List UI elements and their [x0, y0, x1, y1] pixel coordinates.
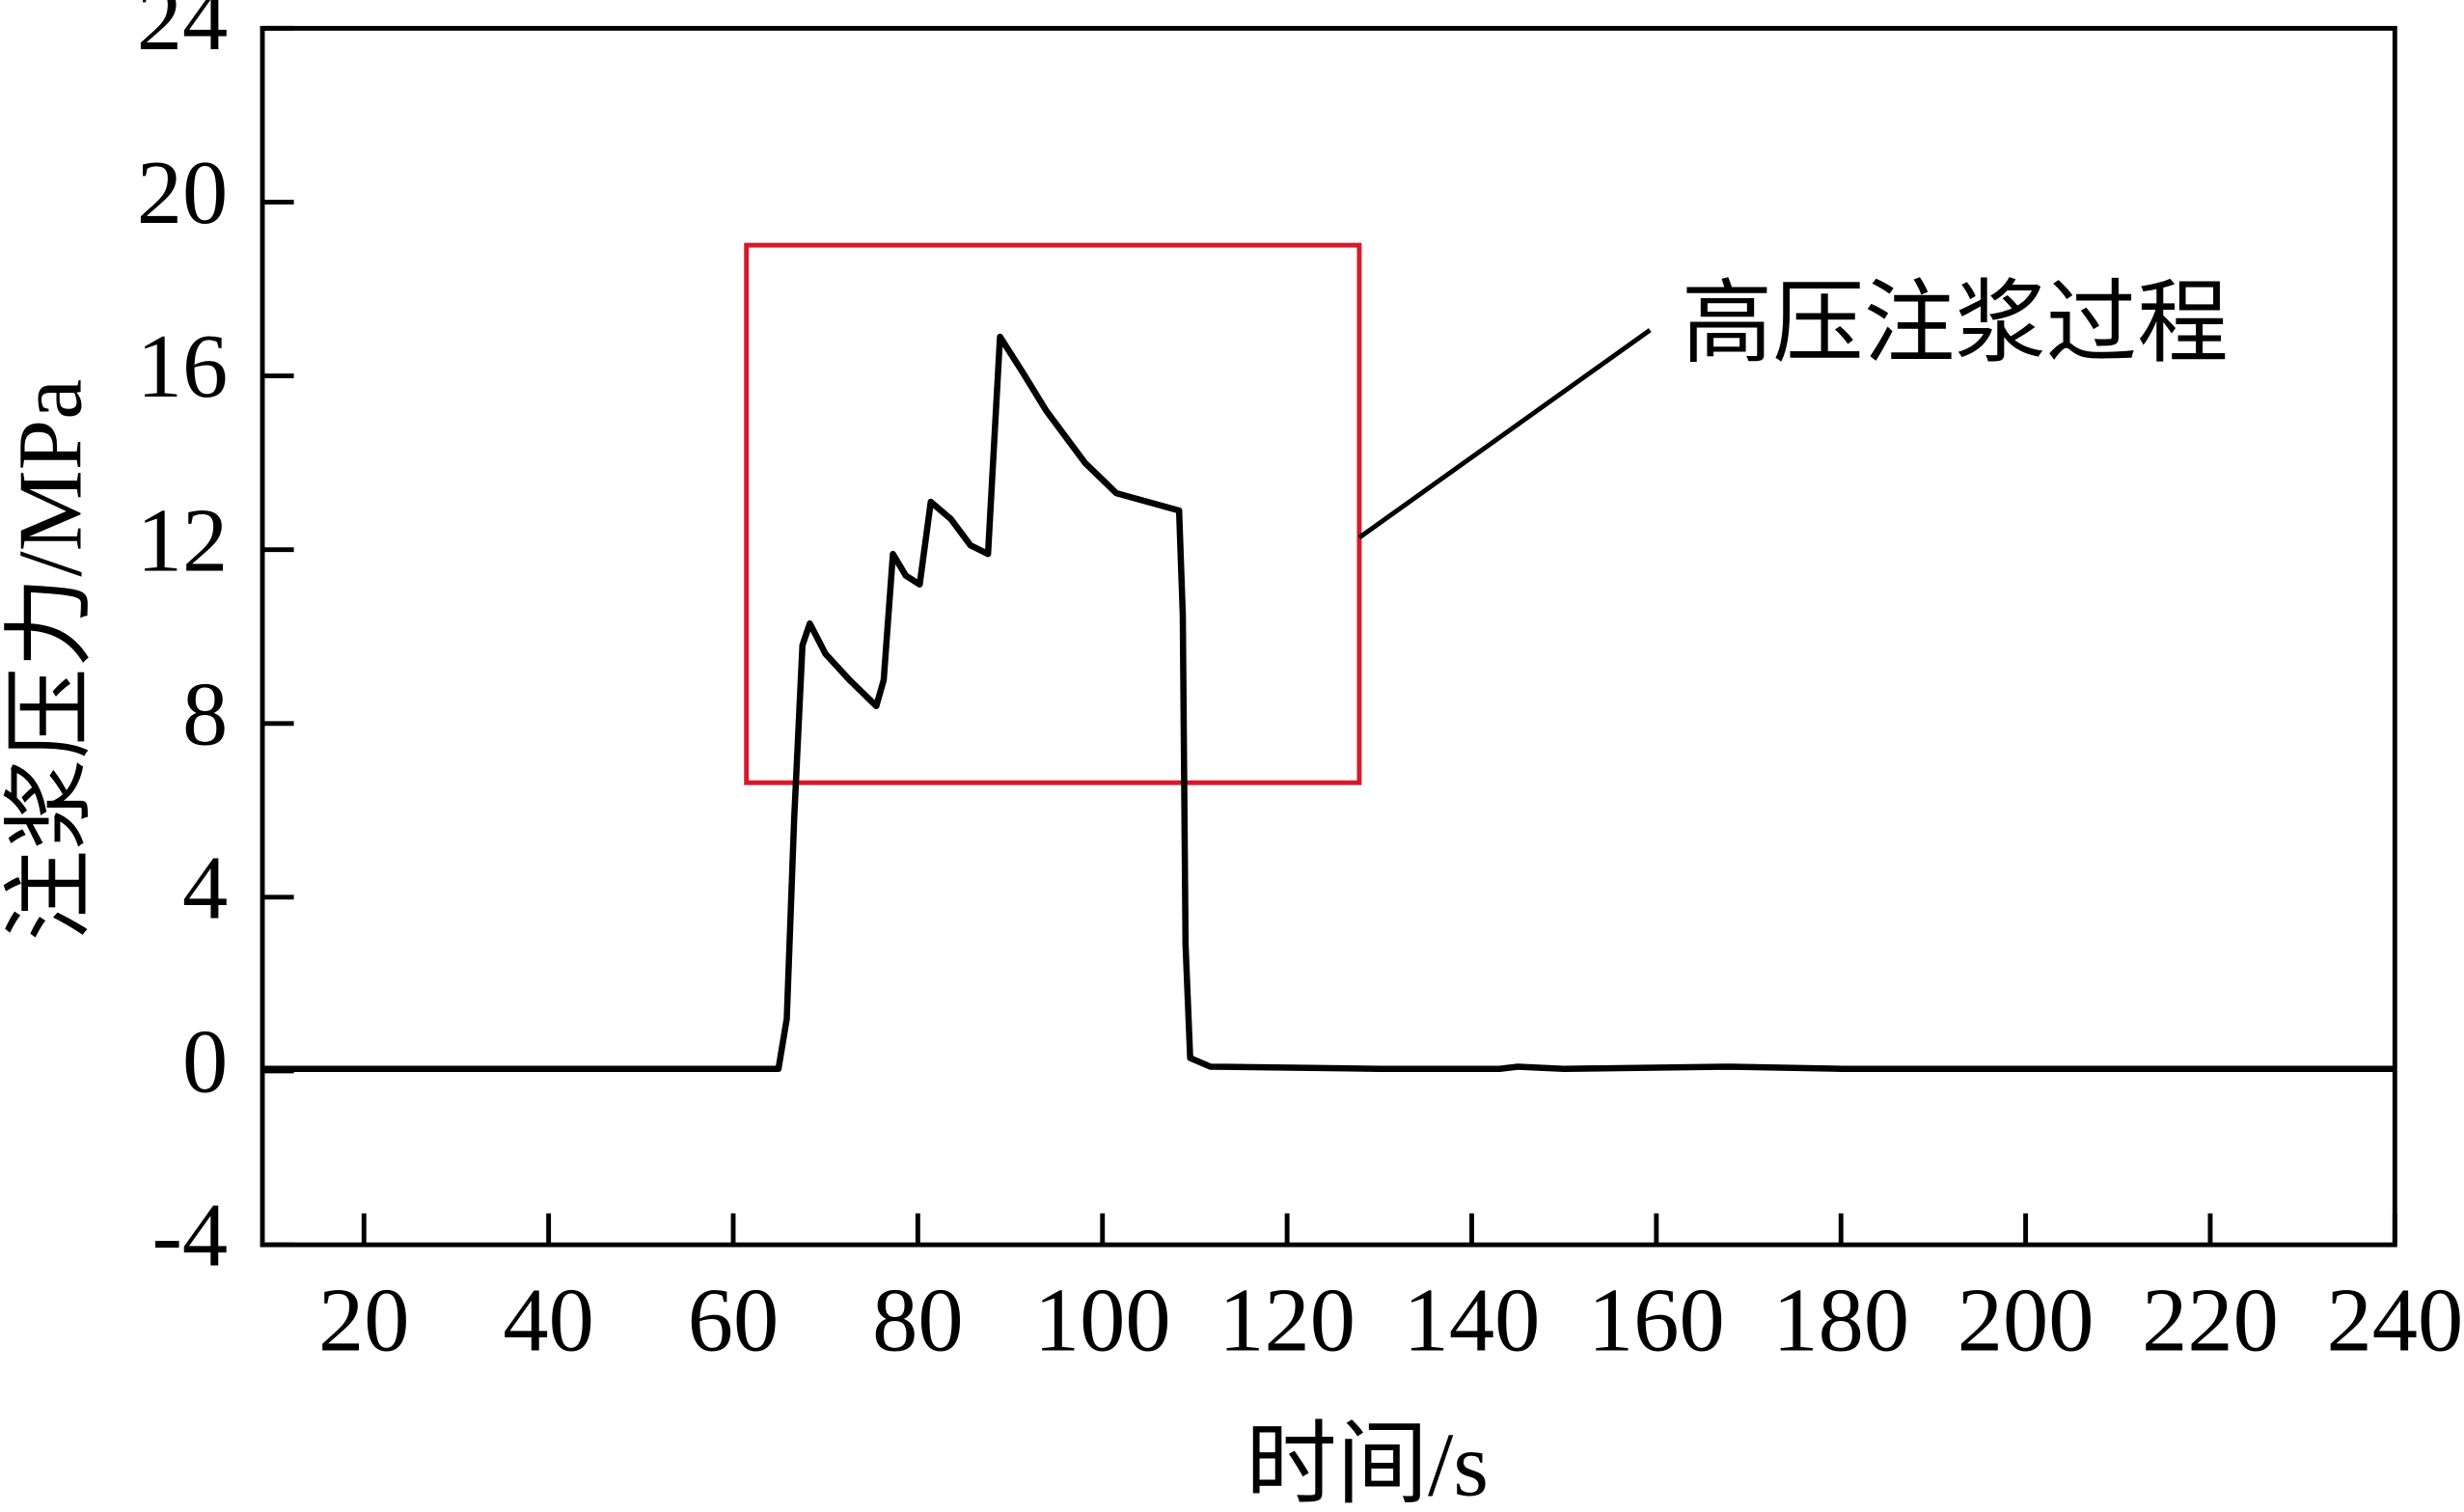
y-tick-label: 4 — [182, 838, 228, 939]
x-tick-label: 160 — [1588, 1271, 1725, 1371]
x-tick-label: 100 — [1034, 1271, 1171, 1371]
plot-frame — [260, 25, 2397, 1248]
x-tick-label: 20 — [318, 1271, 409, 1371]
y-tick-label: 24 — [137, 0, 228, 69]
x-axis-title: 时间/s — [1246, 1416, 1489, 1512]
y-tick-label: 12 — [137, 490, 228, 591]
x-tick-label: 80 — [872, 1271, 963, 1371]
x-tick-label: 180 — [1772, 1271, 1909, 1371]
x-tick-label: 120 — [1218, 1271, 1355, 1371]
data-line — [262, 333, 2396, 1072]
y-axis-title: 注浆压力/MPa — [1, 379, 101, 942]
x-tick-label: 200 — [1958, 1271, 2094, 1371]
leader-line — [1357, 328, 1652, 540]
x-tick-label: 140 — [1404, 1271, 1541, 1371]
x-tick-label: 240 — [2326, 1271, 2463, 1371]
y-tick-label: 0 — [182, 1012, 228, 1113]
x-tick-label: 220 — [2142, 1271, 2279, 1371]
x-tick-label: 60 — [688, 1271, 779, 1371]
highlight-box — [744, 242, 1362, 785]
y-tick-label: 16 — [137, 316, 228, 417]
y-tick-label: -4 — [151, 1186, 228, 1286]
y-tick-label: 20 — [137, 143, 228, 243]
y-tick-label: 8 — [182, 664, 228, 764]
x-tick-label: 40 — [503, 1271, 593, 1371]
annotation: 高压注浆过程 — [1682, 274, 2229, 374]
